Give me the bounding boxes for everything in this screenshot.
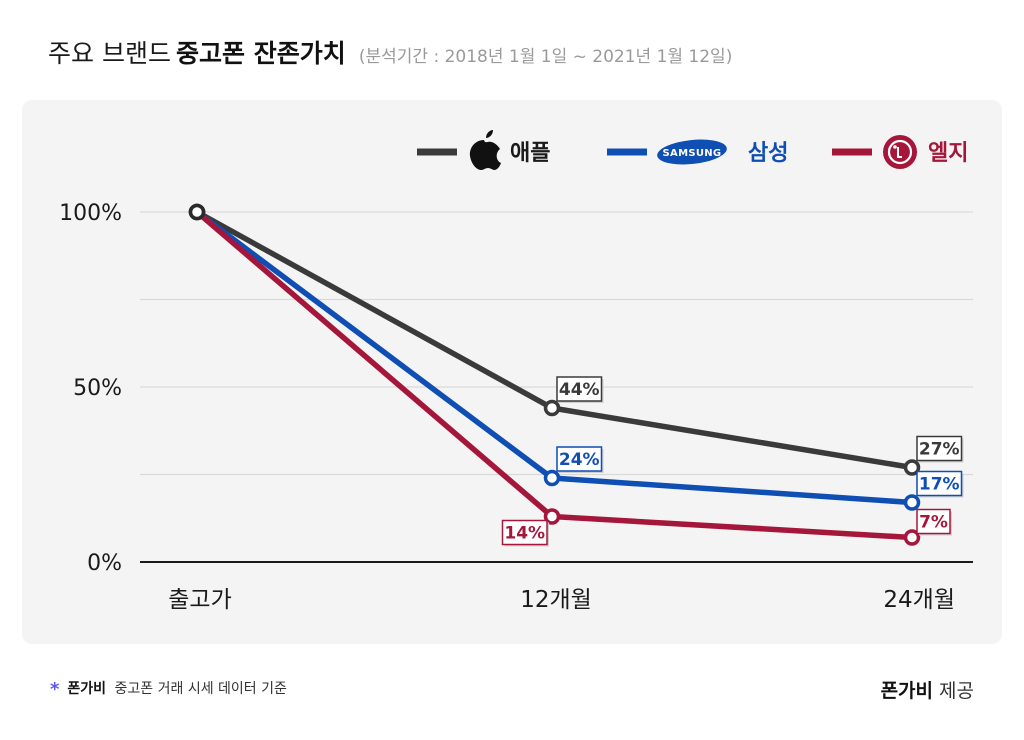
data-label-box xyxy=(916,470,963,497)
data-label-apple: 27% xyxy=(916,435,964,463)
asterisk-icon: * xyxy=(50,679,60,700)
data-label-lg: 7% xyxy=(916,508,952,536)
legend-item-lg: 엘지 xyxy=(832,135,968,169)
series-line-samsung xyxy=(194,209,915,506)
lg-logo-mark xyxy=(897,147,902,158)
data-label-text: 17% xyxy=(919,475,960,495)
title-bold: 중고폰 잔존가치 xyxy=(176,39,346,68)
series-line-apple xyxy=(194,209,915,471)
data-label-box xyxy=(916,435,963,462)
x-tick-label: 출고가 xyxy=(168,587,231,613)
samsung-logo-icon: SAMSUNG xyxy=(657,139,727,165)
credit-brand: 폰가비 xyxy=(880,680,934,702)
data-label-lg: 14% xyxy=(501,519,549,547)
y-tick-label: 100% xyxy=(59,201,122,226)
y-axis-ticks: 100% 50% 0% xyxy=(59,201,122,576)
lg-logo-icon xyxy=(883,135,917,169)
source-text: 중고폰 거래 시세 데이터 기준 xyxy=(114,681,287,697)
y-tick-label: 0% xyxy=(87,551,122,576)
chart-title: 주요 브랜드 중고폰 잔존가치 (분석기간 : 2018년 1월 1일 ~ 20… xyxy=(48,34,732,70)
analysis-period: (분석기간 : 2018년 1월 1일 ~ 2021년 1월 12일) xyxy=(358,47,733,67)
data-label-box xyxy=(556,376,603,402)
lg-logo-eye xyxy=(893,145,897,149)
series-layer xyxy=(188,203,921,546)
data-label-box xyxy=(501,519,548,546)
legend-swatch xyxy=(607,148,647,156)
samsung-logo-oval xyxy=(657,139,727,165)
y-tick-label: 50% xyxy=(73,376,122,401)
legend: 애플 SAMSUNG 삼성 엘지 xyxy=(417,130,968,170)
data-label-box xyxy=(556,446,603,472)
apple-logo-body xyxy=(469,140,501,170)
data-point-lg xyxy=(543,508,561,525)
x-axis-ticks: 출고가 12개월 24개월 xyxy=(168,587,955,613)
legend-label-apple: 애플 xyxy=(510,141,550,166)
data-point-samsung xyxy=(903,494,921,511)
legend-item-apple: 애플 xyxy=(417,130,550,170)
data-label-apple: 44% xyxy=(556,376,604,403)
source-brand: 폰가비 xyxy=(67,681,107,697)
x-tick-label: 12개월 xyxy=(520,587,592,613)
legend-label-samsung: 삼성 xyxy=(748,141,788,166)
credit-text: 제공 xyxy=(939,680,974,702)
data-label-box xyxy=(916,508,951,535)
lg-logo-ring xyxy=(887,139,913,165)
data-point-samsung xyxy=(543,469,561,487)
legend-label-lg: 엘지 xyxy=(928,141,968,166)
data-point-apple xyxy=(543,399,561,417)
footer-source: * 폰가비 중고폰 거래 시세 데이터 기준 xyxy=(50,678,287,700)
samsung-logo-text: SAMSUNG xyxy=(663,148,722,159)
legend-swatch xyxy=(832,148,872,156)
apple-logo-icon xyxy=(469,130,501,170)
data-label-samsung: 24% xyxy=(556,446,604,473)
legend-item-samsung: SAMSUNG 삼성 xyxy=(607,139,788,166)
data-point-apple xyxy=(903,459,921,476)
apple-logo-leaf xyxy=(486,130,493,138)
data-label-text: 24% xyxy=(559,450,600,470)
data-label-text: 27% xyxy=(919,440,960,460)
data-label-text: 14% xyxy=(504,524,545,544)
data-label-text: 7% xyxy=(919,513,948,533)
data-label-text: 44% xyxy=(559,380,600,400)
title-normal: 주요 브랜드 xyxy=(48,39,171,68)
series-line-lg xyxy=(194,209,915,541)
chart-panel xyxy=(22,100,1002,644)
legend-swatch xyxy=(417,148,457,156)
data-labels: 44% 27% 24% 17% 14% 7% xyxy=(501,376,964,547)
footer-credit: 폰가비 제공 xyxy=(881,676,974,703)
data-point-lg xyxy=(903,529,921,546)
x-tick-label: 24개월 xyxy=(883,587,955,613)
data-point-lg xyxy=(188,203,206,221)
data-label-samsung: 17% xyxy=(916,470,964,498)
